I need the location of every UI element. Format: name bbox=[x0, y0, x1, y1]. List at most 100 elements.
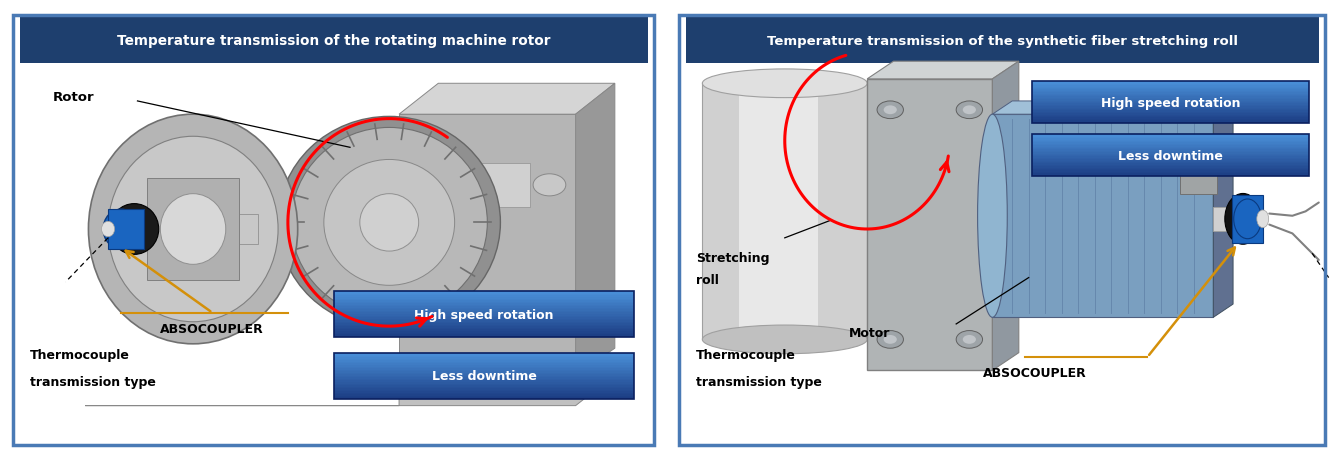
Bar bbox=[334, 376, 634, 378]
Bar bbox=[334, 354, 634, 356]
Bar bbox=[1032, 111, 1309, 112]
Text: ABSOCOUPLER: ABSOCOUPLER bbox=[161, 322, 264, 335]
Bar bbox=[334, 325, 634, 327]
Bar bbox=[1032, 175, 1309, 177]
Polygon shape bbox=[399, 84, 615, 115]
Bar bbox=[334, 353, 634, 354]
Bar bbox=[1032, 142, 1309, 143]
Circle shape bbox=[533, 174, 565, 196]
Bar bbox=[1032, 99, 1309, 100]
Bar bbox=[334, 334, 634, 336]
Ellipse shape bbox=[324, 160, 454, 285]
Bar bbox=[1032, 156, 1309, 157]
Polygon shape bbox=[993, 62, 1018, 370]
Bar bbox=[1032, 138, 1309, 139]
Bar bbox=[1032, 95, 1309, 96]
Bar bbox=[334, 392, 634, 393]
Text: Motor: Motor bbox=[850, 326, 891, 340]
Bar bbox=[1032, 136, 1309, 138]
Polygon shape bbox=[86, 375, 615, 406]
Bar bbox=[334, 327, 634, 328]
Bar bbox=[334, 370, 634, 371]
Bar bbox=[1032, 108, 1309, 110]
Bar bbox=[1032, 82, 1309, 124]
Bar bbox=[1032, 135, 1309, 177]
Text: Temperature transmission of the synthetic fiber stretching roll: Temperature transmission of the syntheti… bbox=[766, 35, 1238, 48]
Bar bbox=[1032, 145, 1309, 146]
Bar bbox=[334, 301, 634, 302]
Bar bbox=[334, 328, 634, 330]
Bar bbox=[334, 314, 634, 316]
Bar bbox=[1213, 207, 1256, 232]
Ellipse shape bbox=[978, 115, 1008, 318]
Bar bbox=[1032, 84, 1309, 86]
Bar bbox=[1032, 149, 1309, 150]
Bar bbox=[334, 378, 634, 379]
Bar bbox=[1032, 89, 1309, 90]
Bar bbox=[1032, 160, 1309, 161]
Bar bbox=[1032, 174, 1309, 175]
Bar bbox=[334, 302, 634, 303]
Bar bbox=[334, 311, 634, 313]
Bar bbox=[1032, 104, 1309, 106]
Bar bbox=[334, 291, 634, 293]
Bar bbox=[334, 373, 634, 375]
Bar bbox=[334, 396, 634, 397]
Bar bbox=[1032, 90, 1309, 92]
Bar bbox=[1032, 139, 1309, 140]
Polygon shape bbox=[399, 115, 576, 375]
Bar bbox=[334, 388, 634, 390]
Bar bbox=[334, 393, 634, 395]
Bar bbox=[334, 308, 634, 310]
Ellipse shape bbox=[291, 128, 488, 318]
Bar bbox=[334, 365, 634, 367]
Text: High speed rotation: High speed rotation bbox=[414, 308, 553, 321]
Bar bbox=[147, 179, 239, 280]
Bar bbox=[1032, 140, 1309, 142]
Bar bbox=[1032, 135, 1309, 136]
Bar bbox=[20, 18, 647, 64]
Bar bbox=[334, 296, 634, 297]
Bar bbox=[1032, 121, 1309, 123]
Bar bbox=[1032, 147, 1309, 149]
Bar bbox=[334, 353, 634, 399]
Bar bbox=[1181, 152, 1217, 194]
Text: Stretching: Stretching bbox=[695, 252, 769, 265]
Ellipse shape bbox=[1225, 194, 1261, 245]
Bar bbox=[993, 115, 1213, 318]
Bar bbox=[1032, 161, 1309, 162]
Bar bbox=[334, 291, 634, 337]
Ellipse shape bbox=[1234, 200, 1261, 239]
Bar bbox=[1032, 167, 1309, 168]
Ellipse shape bbox=[360, 194, 418, 252]
Bar bbox=[334, 324, 634, 325]
Bar bbox=[334, 307, 634, 308]
Text: ABSOCOUPLER: ABSOCOUPLER bbox=[982, 366, 1087, 379]
Bar bbox=[1032, 153, 1309, 154]
Bar bbox=[1032, 164, 1309, 165]
Bar bbox=[1032, 88, 1309, 89]
Bar bbox=[1032, 97, 1309, 99]
Circle shape bbox=[957, 331, 982, 348]
Bar bbox=[334, 333, 634, 334]
Bar bbox=[334, 336, 634, 337]
Bar bbox=[1032, 115, 1309, 117]
Ellipse shape bbox=[103, 210, 139, 249]
Bar bbox=[1032, 146, 1309, 147]
Bar bbox=[334, 371, 634, 373]
Text: Thermocouple: Thermocouple bbox=[29, 348, 130, 362]
Bar bbox=[1032, 106, 1309, 107]
Bar bbox=[334, 293, 634, 294]
Text: High speed rotation: High speed rotation bbox=[1100, 96, 1241, 109]
Ellipse shape bbox=[88, 115, 297, 344]
Bar bbox=[1032, 119, 1309, 121]
Bar bbox=[334, 303, 634, 305]
Bar bbox=[1032, 173, 1309, 174]
Bar bbox=[1032, 96, 1309, 97]
Bar bbox=[1032, 151, 1309, 153]
Bar bbox=[334, 359, 634, 361]
Bar bbox=[1032, 112, 1309, 114]
Bar bbox=[1032, 162, 1309, 164]
Bar bbox=[1032, 101, 1309, 103]
Bar bbox=[334, 330, 634, 331]
